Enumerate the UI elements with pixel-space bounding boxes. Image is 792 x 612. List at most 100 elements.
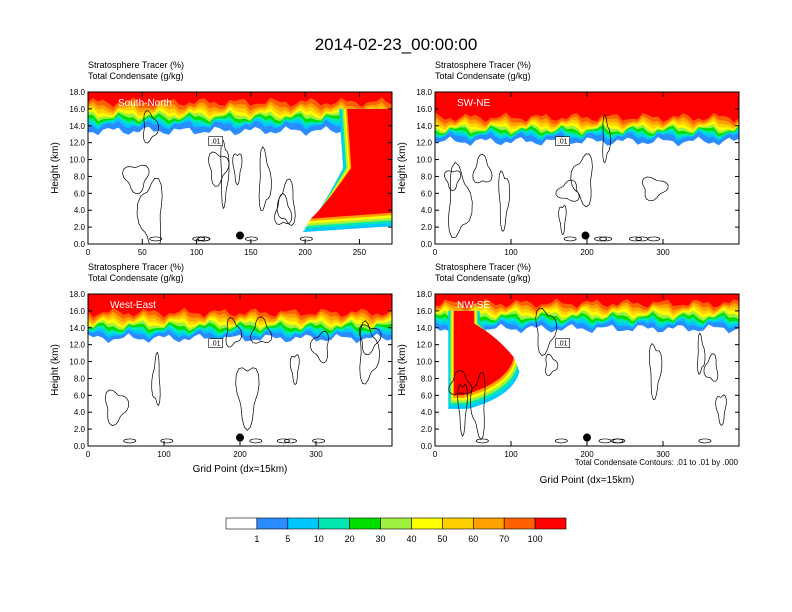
low-cloud-contour — [192, 236, 206, 242]
colorbar-label: 20 — [345, 534, 355, 544]
low-cloud-contour — [284, 438, 297, 444]
condensate-contour — [358, 324, 382, 356]
condensate-contour — [122, 164, 150, 195]
x-tick-label: 100 — [157, 450, 171, 459]
y-tick-label: 18.0 — [69, 88, 85, 97]
colorbar-label: 60 — [468, 534, 478, 544]
location-marker — [581, 231, 590, 240]
condensate-contour — [558, 204, 567, 236]
intrusion-band — [454, 310, 514, 396]
y-tick-label: 10.0 — [416, 358, 432, 367]
panel-tracer-label: Stratosphere Tracer (%) — [88, 60, 184, 70]
low-cloud-contour — [149, 236, 163, 242]
location-marker — [236, 231, 244, 240]
condensate-contour — [648, 343, 663, 401]
y-tick-label: 14.0 — [416, 122, 432, 131]
x-axis-label: Grid Point (dx=15km) — [193, 464, 288, 475]
panel-condensate-label: Total Condensate (g/kg) — [435, 71, 531, 81]
condensate-contour — [250, 316, 273, 344]
plot-frame — [87, 91, 393, 245]
y-tick-label: 6.0 — [421, 189, 433, 198]
colorbar-swatch — [256, 517, 289, 530]
contour-label: .01 — [558, 341, 568, 348]
panel-south-north: .01 0.0 2.0 4.0 6.0 8.0 10.0 12.0 14.0 16.0 18.0 0 5… — [50, 60, 393, 257]
low-cloud-contour — [647, 236, 661, 242]
y-tick-label: 18.0 — [416, 88, 432, 97]
y-tick-label: 0.0 — [74, 442, 86, 451]
contour-label-box — [555, 338, 570, 348]
y-tick-label: 6.0 — [421, 391, 433, 400]
panel-name: South-North — [118, 98, 172, 109]
condensate-contour — [457, 384, 468, 438]
low-cloud-contour — [594, 236, 608, 242]
x-tick-label: 0 — [433, 450, 438, 459]
condensate-contour — [697, 332, 706, 375]
y-axis-label: Height (km) — [50, 142, 61, 194]
condensate-contour — [570, 153, 593, 208]
contour-note: Total Condensate Contours: .01 to .01 by… — [575, 458, 739, 467]
condensate-contour — [274, 193, 293, 225]
colorbar-label: 100 — [528, 534, 543, 544]
low-cloud-contour — [249, 438, 263, 444]
panel-name: SW-NE — [457, 98, 490, 109]
y-tick-label: 18.0 — [69, 290, 85, 299]
low-cloud-contour — [276, 438, 290, 444]
y-tick-label: 4.0 — [421, 206, 433, 215]
condensate-contour — [220, 138, 230, 210]
y-tick-label: 12.0 — [416, 341, 432, 350]
contour-label-box — [208, 136, 223, 146]
condensate-contours — [448, 307, 727, 444]
condensate-contours — [104, 316, 382, 444]
y-tick-label: 0.0 — [74, 240, 86, 249]
y-tick-label: 0.0 — [421, 442, 433, 451]
low-cloud-contour — [599, 236, 613, 242]
y-tick-label: 14.0 — [69, 122, 85, 131]
y-tick-label: 6.0 — [74, 189, 86, 198]
tracer-field — [435, 92, 739, 147]
x-tick-label: 100 — [504, 450, 518, 459]
panel-tracer-label: Stratosphere Tracer (%) — [435, 262, 531, 272]
condensate-contours — [122, 110, 313, 244]
x-tick-label: 200 — [580, 248, 594, 257]
y-tick-label: 12.0 — [69, 139, 85, 148]
panel-name: NW-SE — [457, 300, 490, 311]
x-tick-label: 100 — [504, 248, 518, 257]
panel-sw-ne: .01 0.0 2.0 4.0 6.0 8.0 10.0 12.0 14.0 16.0 18.0 0 1… — [397, 60, 740, 257]
panel-west-east: .01 0.0 2.0 4.0 6.0 8.0 10.0 12.0 14.0 16.0 18.0 0 1… — [50, 262, 393, 475]
colorbar-label: 5 — [285, 534, 290, 544]
colorbar-swatch — [287, 517, 320, 530]
y-tick-label: 2.0 — [74, 223, 86, 232]
x-tick-label: 250 — [353, 248, 367, 257]
y-tick-label: 2.0 — [74, 425, 86, 434]
colorbar-label: 70 — [499, 534, 509, 544]
colorbar-swatch — [411, 517, 443, 530]
colorbar-swatch — [380, 517, 412, 530]
condensate-contour — [641, 176, 669, 202]
panel-condensate-label: Total Condensate (g/kg) — [88, 71, 184, 81]
x-tick-label: 300 — [656, 450, 670, 459]
colorbar-swatch — [225, 517, 258, 530]
condensate-contour — [235, 367, 260, 431]
contour-label: .01 — [211, 341, 221, 348]
y-tick-label: 14.0 — [416, 324, 432, 333]
y-tick-label: 10.0 — [69, 358, 85, 367]
tracer-field — [88, 92, 392, 233]
y-tick-label: 16.0 — [416, 307, 432, 316]
tracer-band — [435, 92, 739, 123]
x-tick-label: 100 — [190, 248, 204, 257]
x-tick-label: 0 — [86, 450, 91, 459]
panel-condensate-label: Total Condensate (g/kg) — [88, 273, 184, 283]
y-tick-label: 8.0 — [74, 172, 86, 181]
y-tick-label: 8.0 — [421, 374, 433, 383]
intrusion-band — [310, 108, 392, 219]
low-cloud-contour — [299, 236, 313, 242]
colorbar-label: 10 — [314, 534, 324, 544]
colorbar: 1 5 10 20 30 40 50 60 70 100 — [225, 517, 567, 544]
colorbar-label: 50 — [437, 534, 447, 544]
x-tick-label: 0 — [433, 248, 438, 257]
condensate-contour — [715, 394, 727, 426]
y-tick-label: 16.0 — [416, 105, 432, 114]
condensate-contour — [232, 153, 243, 186]
x-tick-label: 50 — [138, 248, 147, 257]
condensate-contour — [448, 370, 473, 395]
